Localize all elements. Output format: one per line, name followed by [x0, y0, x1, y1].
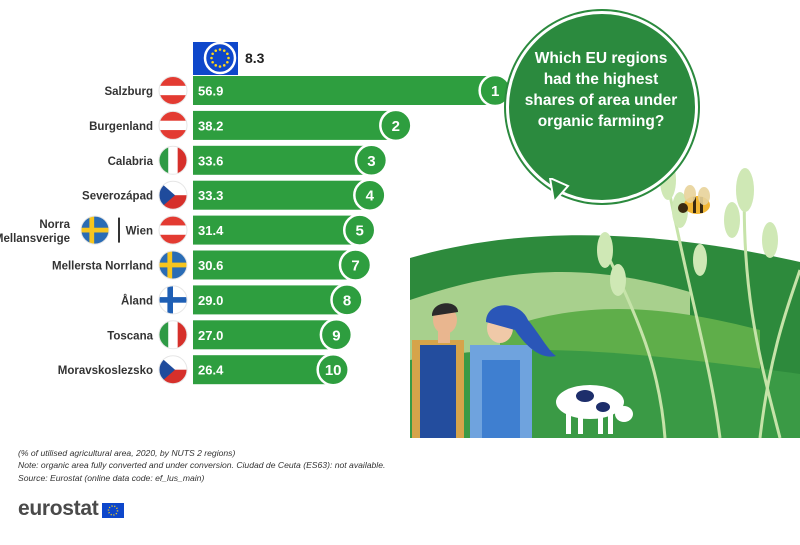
flag-cz-icon [158, 355, 188, 385]
bee-icon [678, 185, 710, 214]
rank-label: 4 [366, 188, 375, 205]
bar [193, 320, 337, 350]
farm-illustration [410, 160, 800, 439]
category-label: Moravskoslezsko [58, 365, 153, 377]
rank-badge [354, 143, 389, 178]
bar-value-label: 33.6 [198, 153, 223, 168]
eu-star [227, 56, 230, 60]
category-label: Toscana [107, 330, 153, 342]
notes: (% of utilised agricultural area, 2020, … [18, 447, 538, 484]
rank-label: 2 [392, 118, 400, 135]
bar [193, 355, 334, 385]
rank-badge [330, 283, 364, 317]
category-label: Calabria [108, 156, 154, 168]
bar-row: 33.6 3 Calabria [108, 143, 389, 178]
category-label: Åland [121, 294, 153, 307]
eu-stars [210, 48, 230, 68]
eu-star [226, 52, 229, 56]
eu-star [210, 56, 213, 60]
cow-icon [556, 385, 633, 434]
bar [193, 215, 360, 245]
bar [193, 180, 370, 210]
eu-star [214, 49, 218, 52]
eu-star [222, 64, 226, 67]
category-label: Norra [39, 219, 70, 231]
note-source: Source: Eurostat (online data code: ef_l… [18, 472, 205, 483]
bar [193, 76, 496, 105]
flag-it-icon [158, 145, 188, 175]
bar-value-label: 56.9 [198, 84, 223, 99]
rank-badge [379, 108, 413, 143]
eu-flag-logo-icon [102, 502, 125, 518]
bar-value-label: 30.6 [198, 258, 223, 273]
bar [193, 285, 347, 315]
eurostat-logo: eurostat [18, 497, 125, 521]
bar-value-label: 33.3 [198, 188, 223, 203]
eu-star [218, 48, 222, 51]
rank-label: 10 [325, 362, 342, 379]
logo-text: eurostat [18, 497, 99, 520]
rank-label: 7 [351, 258, 359, 275]
bar-value-label: 29.0 [198, 293, 223, 308]
rank-badge [353, 178, 387, 212]
rank-badge [338, 248, 373, 282]
category-label: Wien [126, 226, 153, 238]
category-label: Mellansverige [0, 233, 70, 245]
category-label: Salzburg [104, 86, 153, 98]
bar-row: 33.3 4 Severozápad [82, 178, 387, 212]
eu-star [214, 64, 218, 67]
flag-se-icon [80, 215, 110, 245]
eu-value-label: 8.3 [245, 50, 265, 66]
question-text: Which EU regions had the highest shares … [524, 50, 678, 130]
wheat-ears [597, 160, 778, 296]
rank-label: 5 [356, 223, 364, 240]
farmer-man-icon [412, 303, 464, 438]
bar-row: 30.6 7 Mellersta Norrland [52, 248, 373, 282]
note-unit: (% of utilised agricultural area, 2020, … [18, 448, 236, 458]
rank-label: 1 [491, 83, 499, 100]
rank-label: 9 [332, 327, 340, 344]
category-label: Burgenland [89, 121, 153, 133]
bar [193, 110, 396, 140]
flag-at-icon [158, 76, 188, 105]
flag-cz-icon [158, 180, 188, 210]
eu-star [218, 65, 222, 68]
category-label: Severozápad [82, 191, 153, 203]
farmer-woman-icon [470, 305, 556, 438]
note-definition: Note: organic area fully converted and u… [18, 460, 386, 471]
rank-label: 3 [367, 153, 375, 170]
bar-row: 26.4 10 Moravskoslezsko [58, 352, 350, 387]
rank-badge [342, 213, 377, 247]
flag-fi-icon [158, 285, 188, 315]
flag-se-icon [158, 250, 188, 280]
bubble-tail [548, 178, 570, 205]
bar-row: 27.0 9 Toscana [107, 318, 354, 352]
bar [193, 145, 372, 175]
flag-it-icon [158, 320, 188, 350]
flag-at-icon [158, 110, 188, 140]
bar-row: 38.2 2 Burgenland [89, 108, 413, 143]
flag-at-icon [158, 215, 188, 245]
bar [193, 250, 356, 280]
eu-flag-icon [203, 41, 237, 75]
bar-rows: 56.9 1 Salzburg 38.2 2 Burgenland 33.6 3 Calabri… [0, 73, 512, 387]
eu-star [222, 49, 226, 52]
eu-star [211, 52, 214, 56]
bar-value-label: 27.0 [198, 328, 223, 343]
question-bubble [506, 11, 698, 203]
bar-value-label: 38.2 [198, 118, 223, 133]
eu-star [226, 60, 229, 64]
bar-row: 29.0 8 Åland [121, 283, 364, 317]
category-label: Mellersta Norrland [52, 261, 153, 273]
bar-value-label: 31.4 [198, 223, 224, 238]
bar-row: 56.9 1 Salzburg [104, 73, 512, 108]
bar-value-label: 26.4 [198, 363, 224, 378]
rank-badge [319, 318, 354, 352]
rank-badge [316, 352, 350, 387]
eu-reference: 8.3 [193, 41, 265, 75]
bar-row: 31.4 5 Wien Norra Mellansverige [0, 213, 377, 247]
rank-label: 8 [343, 292, 351, 309]
eu-star [211, 60, 214, 64]
